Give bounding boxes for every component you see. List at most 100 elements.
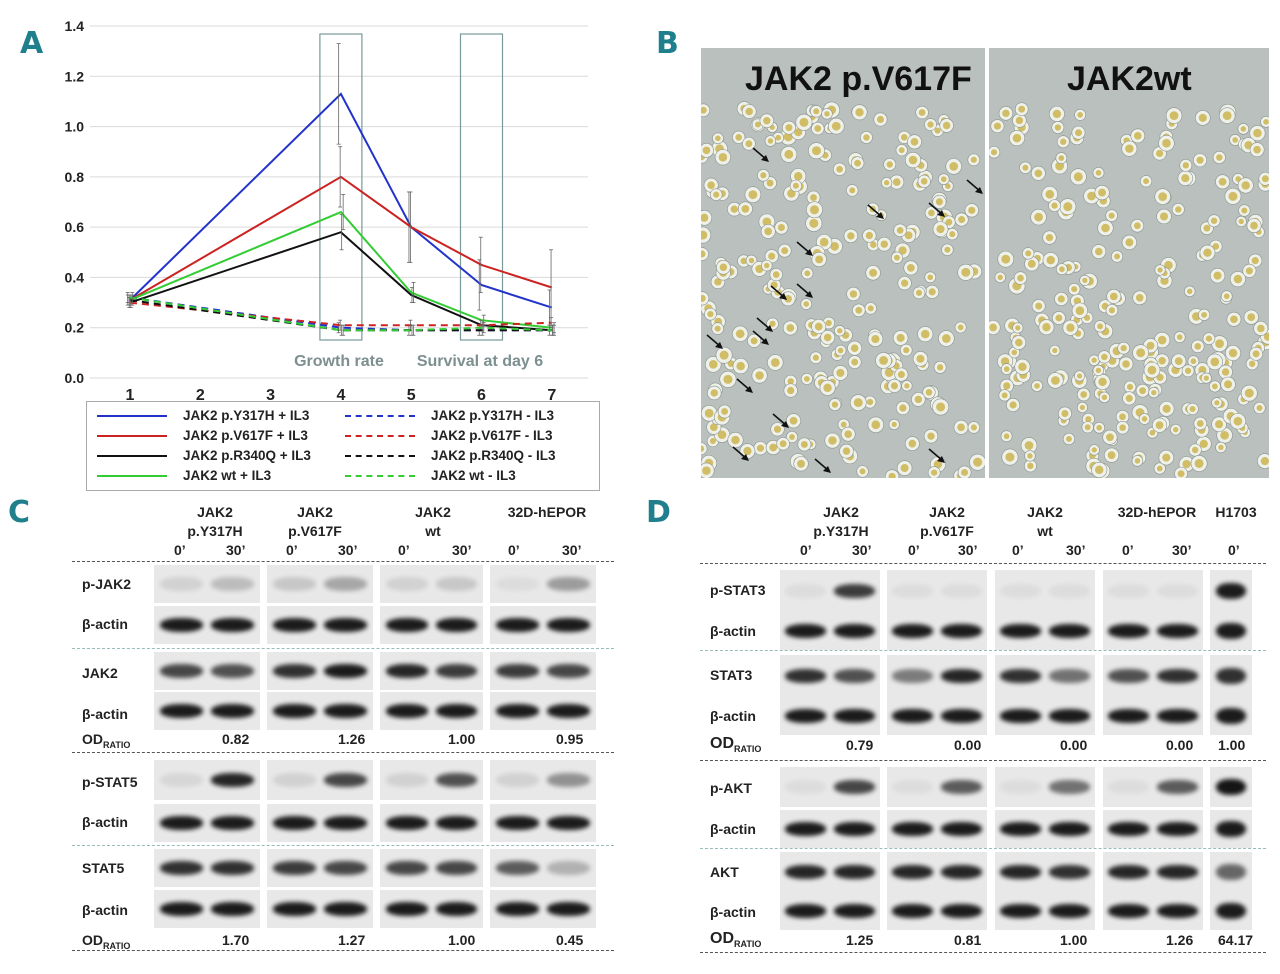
cell <box>875 352 892 369</box>
blot-strip <box>490 804 596 842</box>
cell <box>805 214 823 232</box>
cell <box>927 466 941 478</box>
cell <box>1013 271 1028 285</box>
blot-row-label: β-actin <box>710 821 756 837</box>
blot-strip <box>267 692 373 730</box>
cell <box>957 263 975 281</box>
cell <box>1198 308 1211 321</box>
blot-band <box>1157 904 1198 918</box>
legend-swatch <box>97 414 167 417</box>
cell <box>1056 135 1070 149</box>
blot-band <box>324 577 367 591</box>
od-value: 1.00 <box>448 731 476 747</box>
x-tick-label: 2 <box>196 387 205 400</box>
cell <box>1014 358 1031 375</box>
cell <box>777 243 792 258</box>
micrograph-title-wt: JAK2wt <box>1067 60 1192 98</box>
cell <box>1186 402 1199 416</box>
blot-band <box>324 773 367 787</box>
blot-strip <box>780 852 880 892</box>
cell <box>1249 346 1263 361</box>
cell <box>892 330 909 346</box>
cell <box>741 104 757 119</box>
blot-band <box>785 780 826 794</box>
cell <box>1170 424 1182 436</box>
y-tick-label: 0.0 <box>65 370 85 386</box>
cell <box>1048 105 1065 122</box>
cell <box>884 469 900 478</box>
blot-band <box>547 704 590 718</box>
cell <box>1062 432 1076 445</box>
cell <box>1071 125 1086 140</box>
cell <box>760 223 776 239</box>
blot-band <box>1216 903 1246 919</box>
cell <box>1253 401 1266 415</box>
cell <box>987 146 1001 159</box>
cell <box>1218 364 1233 380</box>
blot-band <box>386 664 428 678</box>
blot-band <box>892 584 933 598</box>
blot-band <box>211 577 254 591</box>
cell <box>1088 444 1100 456</box>
arrow-head-icon <box>876 212 884 219</box>
separator <box>700 848 1266 849</box>
od-ratio-label: ODRATIO <box>710 735 762 755</box>
cell <box>1215 441 1227 454</box>
separator <box>72 950 614 951</box>
blot-band <box>1216 583 1246 599</box>
cell <box>1024 256 1040 272</box>
blot-strip <box>267 565 373 603</box>
x-tick-label: 1 <box>126 387 135 400</box>
cell <box>1047 372 1064 389</box>
blot-strip <box>380 804 483 842</box>
cell <box>1238 204 1251 217</box>
panel-label-d: D <box>646 495 671 530</box>
group-header: JAK2 wt <box>415 504 451 539</box>
blot-strip <box>1103 767 1203 807</box>
cell <box>904 436 920 452</box>
separator <box>72 845 614 846</box>
cell <box>883 158 897 171</box>
cell <box>707 385 722 401</box>
cell <box>907 134 922 150</box>
blot-strip <box>267 606 373 644</box>
legend-entry: JAK2 p.R340Q + IL3 <box>97 448 311 463</box>
blot-strip <box>995 767 1095 807</box>
cell <box>819 379 836 396</box>
blot-band <box>496 664 539 678</box>
growth-chart: 0.0 0.2 0.4 0.6 0.8 1.0 1.2 1.4 1 2 3 4 5 6 7 Growth ra… <box>65 18 588 400</box>
cell <box>954 321 967 334</box>
cell <box>1191 339 1205 353</box>
cell <box>1122 391 1137 406</box>
blot-band <box>834 865 875 879</box>
blot-band <box>892 709 933 723</box>
cell <box>742 136 756 151</box>
blot-band <box>547 773 590 787</box>
blot-band <box>435 618 477 632</box>
cell <box>793 456 809 472</box>
cell <box>1242 263 1257 278</box>
blot-band <box>1000 780 1041 794</box>
blot-band <box>834 822 875 836</box>
group-header: JAK2 wt <box>1027 504 1063 539</box>
blot-band <box>496 902 539 916</box>
micrograph-title-mutant: JAK2 p.V617F <box>745 60 972 98</box>
blot-band <box>435 816 477 830</box>
blot-strip <box>154 760 260 800</box>
cell <box>1211 416 1227 432</box>
blot-strip <box>1210 697 1252 735</box>
blot-strip <box>490 760 596 800</box>
cell <box>1088 354 1100 366</box>
cell <box>1000 430 1013 443</box>
cell <box>839 443 854 459</box>
cell <box>1215 174 1231 190</box>
cell <box>1105 304 1119 317</box>
cell <box>938 330 955 347</box>
time-label: 30’ <box>1172 542 1192 558</box>
cell <box>924 206 938 220</box>
cell <box>795 113 813 131</box>
blot-row-label: p-STAT5 <box>82 774 138 790</box>
arrow-head-icon <box>823 466 831 473</box>
blot-band <box>273 577 316 591</box>
cell <box>1097 219 1114 237</box>
